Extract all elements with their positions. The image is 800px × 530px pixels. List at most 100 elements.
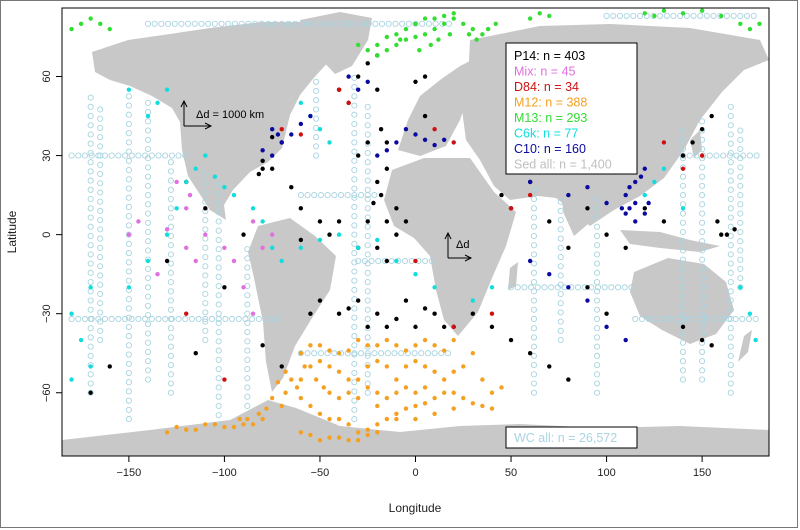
- wc-point: [87, 371, 94, 378]
- point-c10: [642, 166, 647, 171]
- wc-point: [125, 259, 132, 266]
- wc-point: [385, 20, 392, 27]
- point-c6k: [298, 100, 304, 106]
- point-m13: [417, 47, 422, 53]
- wc-point: [215, 356, 222, 363]
- point-m12: [432, 411, 437, 417]
- wc-point: [191, 20, 198, 27]
- wc-point: [727, 260, 734, 267]
- wc-point: [727, 279, 734, 286]
- wc-point: [215, 190, 222, 197]
- point-c10: [566, 192, 571, 198]
- point-m12: [375, 343, 380, 348]
- wc-point: [215, 236, 222, 243]
- point-p14: [336, 219, 342, 224]
- point-m12: [250, 422, 256, 427]
- point-m12: [298, 395, 304, 401]
- wc-point: [699, 145, 706, 153]
- wc-point: [364, 122, 371, 129]
- wc-point: [215, 282, 222, 290]
- wc-point: [628, 284, 635, 291]
- wc-point: [699, 302, 706, 309]
- point-c6k: [279, 258, 284, 264]
- point-m13: [441, 21, 447, 27]
- wc-point: [262, 315, 269, 323]
- wc-point: [727, 122, 734, 129]
- wc-point: [557, 290, 564, 297]
- point-d84: [336, 87, 342, 92]
- wc-point: [364, 297, 371, 304]
- wc-point: [144, 145, 152, 153]
- y-axis-label: Latitude: [5, 210, 19, 253]
- wc-point: [530, 205, 538, 212]
- point-mix: [164, 227, 170, 232]
- point-m12: [260, 416, 265, 422]
- wc-point: [727, 251, 734, 258]
- wc-point: [753, 152, 760, 159]
- point-m12: [336, 369, 342, 374]
- wc-point: [391, 350, 398, 357]
- wc-point: [211, 20, 218, 27]
- wc-point: [679, 376, 687, 383]
- wc-point: [699, 173, 706, 180]
- wc-point: [621, 284, 628, 291]
- point-c10: [642, 211, 647, 216]
- wc-point: [530, 196, 538, 203]
- point-m13: [88, 16, 93, 21]
- wc-point: [727, 362, 734, 369]
- wc-point: [144, 321, 152, 328]
- legend-wc: WC all: n = 26,572: [505, 426, 638, 449]
- wc-point: [125, 360, 132, 367]
- point-c6k: [174, 206, 179, 211]
- wc-point: [530, 334, 538, 341]
- wc-point: [125, 305, 132, 312]
- point-c6k: [652, 179, 657, 185]
- wc-point: [699, 118, 706, 125]
- wc-point: [727, 196, 734, 203]
- point-m12: [403, 364, 409, 369]
- wc-point: [699, 311, 706, 319]
- point-m12: [317, 343, 323, 348]
- wc-point: [699, 358, 706, 365]
- wc-point: [202, 272, 209, 279]
- point-m12: [451, 337, 456, 343]
- wc-point: [244, 375, 251, 382]
- point-p14: [604, 232, 609, 237]
- point-mix: [231, 258, 237, 264]
- wc-point: [142, 152, 149, 159]
- wc-point: [125, 167, 132, 174]
- wc-point: [97, 143, 104, 150]
- point-m12: [256, 411, 262, 417]
- legend-box: [505, 42, 638, 175]
- wc-point: [351, 323, 358, 330]
- wc-point: [185, 20, 192, 27]
- wc-point: [313, 152, 320, 159]
- wc-point: [364, 103, 371, 110]
- point-d84: [279, 127, 284, 132]
- point-p14: [403, 298, 409, 303]
- wc-point: [444, 350, 452, 357]
- wc-point: [101, 152, 109, 159]
- point-m12: [413, 358, 418, 364]
- scale-arrow-1000km: Δd = 1000 km: [180, 99, 264, 130]
- wc-point: [351, 222, 358, 229]
- wc-point: [593, 205, 601, 212]
- point-d84: [346, 100, 351, 106]
- point-m12: [308, 432, 313, 438]
- wc-point: [530, 242, 538, 249]
- wc-point: [144, 164, 152, 171]
- wc-point: [723, 12, 731, 19]
- wc-point: [521, 284, 528, 291]
- wc-point: [202, 309, 209, 316]
- wc-point: [202, 253, 209, 261]
- wc-point: [679, 330, 687, 337]
- wc-point: [541, 284, 548, 291]
- point-m12: [346, 390, 351, 395]
- wc-point: [202, 281, 209, 288]
- point-p14: [661, 219, 667, 224]
- wc-point: [115, 152, 122, 159]
- point-p14: [699, 127, 705, 132]
- point-d84: [184, 311, 189, 316]
- point-m12: [403, 406, 409, 411]
- wc-point: [125, 185, 132, 192]
